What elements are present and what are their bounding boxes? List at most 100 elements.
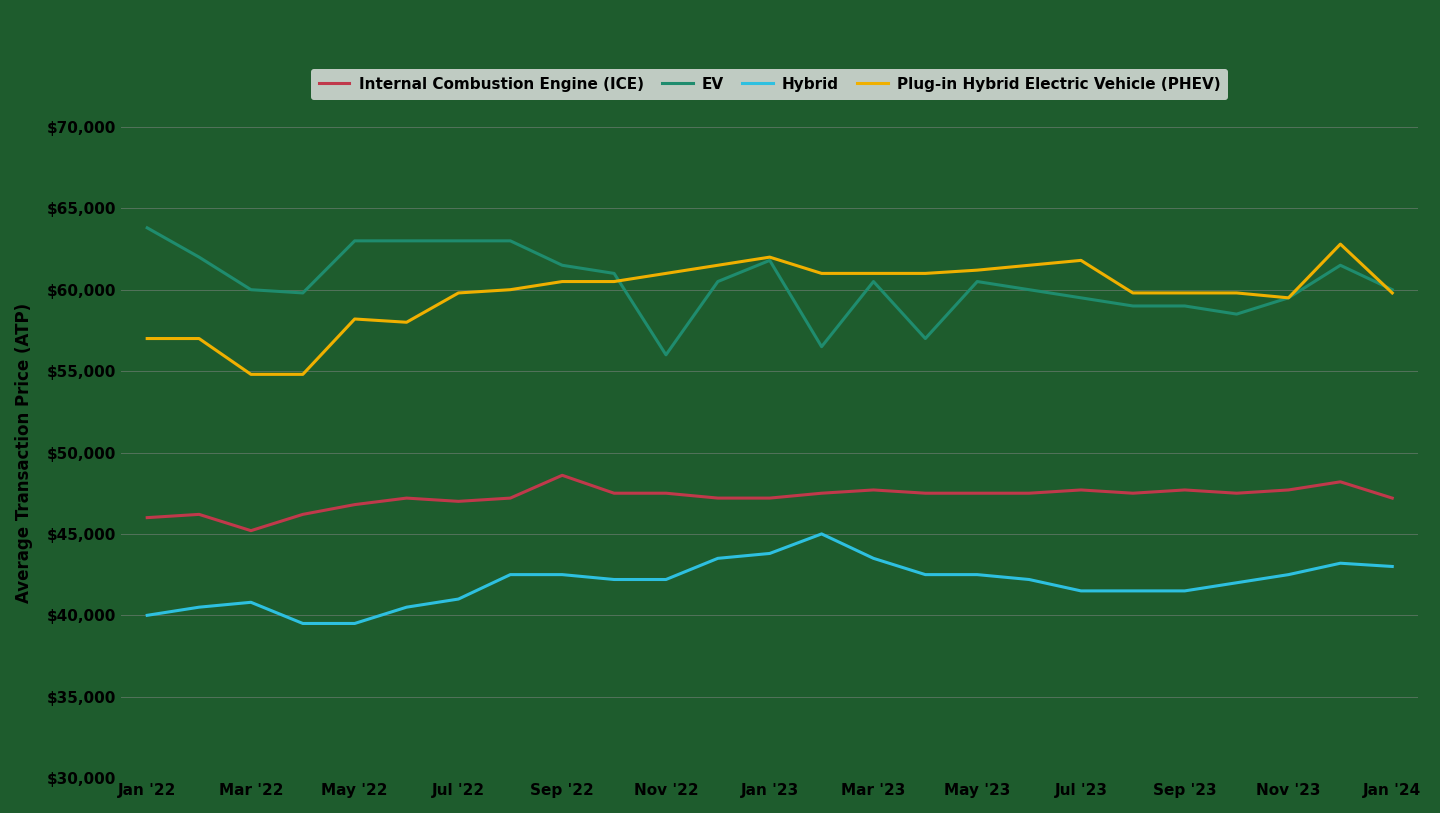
Plug-in Hybrid Electric Vehicle (PHEV) [138, 333, 156, 343]
Plug-in Hybrid Electric Vehicle (PHEV) [865, 268, 883, 278]
Internal Combustion Engine (ICE) [449, 497, 467, 506]
Plug-in Hybrid Electric Vehicle (PHEV) [553, 276, 570, 286]
Hybrid [1332, 559, 1349, 568]
Hybrid [190, 602, 207, 612]
Internal Combustion Engine (ICE) [190, 510, 207, 520]
Hybrid [1125, 586, 1142, 596]
Plug-in Hybrid Electric Vehicle (PHEV) [1228, 288, 1246, 298]
Internal Combustion Engine (ICE) [969, 489, 986, 498]
Hybrid [865, 554, 883, 563]
Plug-in Hybrid Electric Vehicle (PHEV) [190, 333, 207, 343]
Internal Combustion Engine (ICE) [553, 471, 570, 480]
Hybrid [917, 570, 935, 580]
Plug-in Hybrid Electric Vehicle (PHEV) [762, 252, 779, 262]
Internal Combustion Engine (ICE) [397, 493, 415, 503]
Internal Combustion Engine (ICE) [1073, 485, 1090, 495]
EV [865, 276, 883, 286]
EV [242, 285, 259, 294]
Plug-in Hybrid Electric Vehicle (PHEV) [1384, 288, 1401, 298]
EV [969, 276, 986, 286]
Hybrid [346, 619, 363, 628]
EV [1125, 301, 1142, 311]
Hybrid [969, 570, 986, 580]
Plug-in Hybrid Electric Vehicle (PHEV) [1280, 293, 1297, 302]
Internal Combustion Engine (ICE) [1228, 489, 1246, 498]
Internal Combustion Engine (ICE) [1384, 493, 1401, 503]
EV [553, 260, 570, 270]
Plug-in Hybrid Electric Vehicle (PHEV) [969, 265, 986, 275]
Hybrid [449, 594, 467, 604]
Plug-in Hybrid Electric Vehicle (PHEV) [1332, 239, 1349, 249]
EV [1384, 285, 1401, 294]
EV [1176, 301, 1194, 311]
Hybrid [1176, 586, 1194, 596]
EV [449, 236, 467, 246]
EV [1021, 285, 1038, 294]
Internal Combustion Engine (ICE) [138, 513, 156, 523]
Hybrid [814, 529, 831, 539]
EV [294, 288, 311, 298]
EV [138, 223, 156, 233]
Hybrid [501, 570, 518, 580]
EV [814, 341, 831, 351]
Hybrid [657, 575, 674, 585]
Y-axis label: Average Transaction Price (ATP): Average Transaction Price (ATP) [14, 302, 33, 602]
Plug-in Hybrid Electric Vehicle (PHEV) [294, 369, 311, 379]
Line: EV: EV [147, 228, 1392, 354]
Hybrid [1280, 570, 1297, 580]
Plug-in Hybrid Electric Vehicle (PHEV) [397, 317, 415, 327]
Hybrid [294, 619, 311, 628]
EV [657, 350, 674, 359]
Plug-in Hybrid Electric Vehicle (PHEV) [917, 268, 935, 278]
Internal Combustion Engine (ICE) [710, 493, 727, 503]
Internal Combustion Engine (ICE) [1021, 489, 1038, 498]
Internal Combustion Engine (ICE) [865, 485, 883, 495]
Hybrid [710, 554, 727, 563]
Plug-in Hybrid Electric Vehicle (PHEV) [449, 288, 467, 298]
EV [917, 333, 935, 343]
Plug-in Hybrid Electric Vehicle (PHEV) [657, 268, 674, 278]
Internal Combustion Engine (ICE) [294, 510, 311, 520]
EV [397, 236, 415, 246]
Internal Combustion Engine (ICE) [1176, 485, 1194, 495]
Hybrid [605, 575, 622, 585]
Internal Combustion Engine (ICE) [1125, 489, 1142, 498]
Line: Plug-in Hybrid Electric Vehicle (PHEV): Plug-in Hybrid Electric Vehicle (PHEV) [147, 244, 1392, 374]
EV [1228, 309, 1246, 319]
Plug-in Hybrid Electric Vehicle (PHEV) [1125, 288, 1142, 298]
Internal Combustion Engine (ICE) [1332, 477, 1349, 487]
Internal Combustion Engine (ICE) [1280, 485, 1297, 495]
Hybrid [1021, 575, 1038, 585]
Internal Combustion Engine (ICE) [242, 526, 259, 536]
Internal Combustion Engine (ICE) [762, 493, 779, 503]
Plug-in Hybrid Electric Vehicle (PHEV) [346, 314, 363, 324]
Plug-in Hybrid Electric Vehicle (PHEV) [1073, 255, 1090, 265]
Plug-in Hybrid Electric Vehicle (PHEV) [814, 268, 831, 278]
EV [501, 236, 518, 246]
Hybrid [242, 598, 259, 607]
EV [190, 252, 207, 262]
Plug-in Hybrid Electric Vehicle (PHEV) [605, 276, 622, 286]
Hybrid [553, 570, 570, 580]
Internal Combustion Engine (ICE) [657, 489, 674, 498]
Internal Combustion Engine (ICE) [346, 500, 363, 510]
Hybrid [1384, 562, 1401, 572]
EV [605, 268, 622, 278]
Legend: Internal Combustion Engine (ICE), EV, Hybrid, Plug-in Hybrid Electric Vehicle (P: Internal Combustion Engine (ICE), EV, Hy… [311, 69, 1228, 100]
EV [1280, 293, 1297, 302]
EV [346, 236, 363, 246]
Internal Combustion Engine (ICE) [814, 489, 831, 498]
Hybrid [1228, 578, 1246, 588]
Hybrid [1073, 586, 1090, 596]
Plug-in Hybrid Electric Vehicle (PHEV) [1021, 260, 1038, 270]
Plug-in Hybrid Electric Vehicle (PHEV) [242, 369, 259, 379]
EV [1332, 260, 1349, 270]
Internal Combustion Engine (ICE) [605, 489, 622, 498]
Plug-in Hybrid Electric Vehicle (PHEV) [710, 260, 727, 270]
Plug-in Hybrid Electric Vehicle (PHEV) [501, 285, 518, 294]
Line: Internal Combustion Engine (ICE): Internal Combustion Engine (ICE) [147, 476, 1392, 531]
EV [1073, 293, 1090, 302]
EV [710, 276, 727, 286]
Internal Combustion Engine (ICE) [501, 493, 518, 503]
EV [762, 255, 779, 265]
